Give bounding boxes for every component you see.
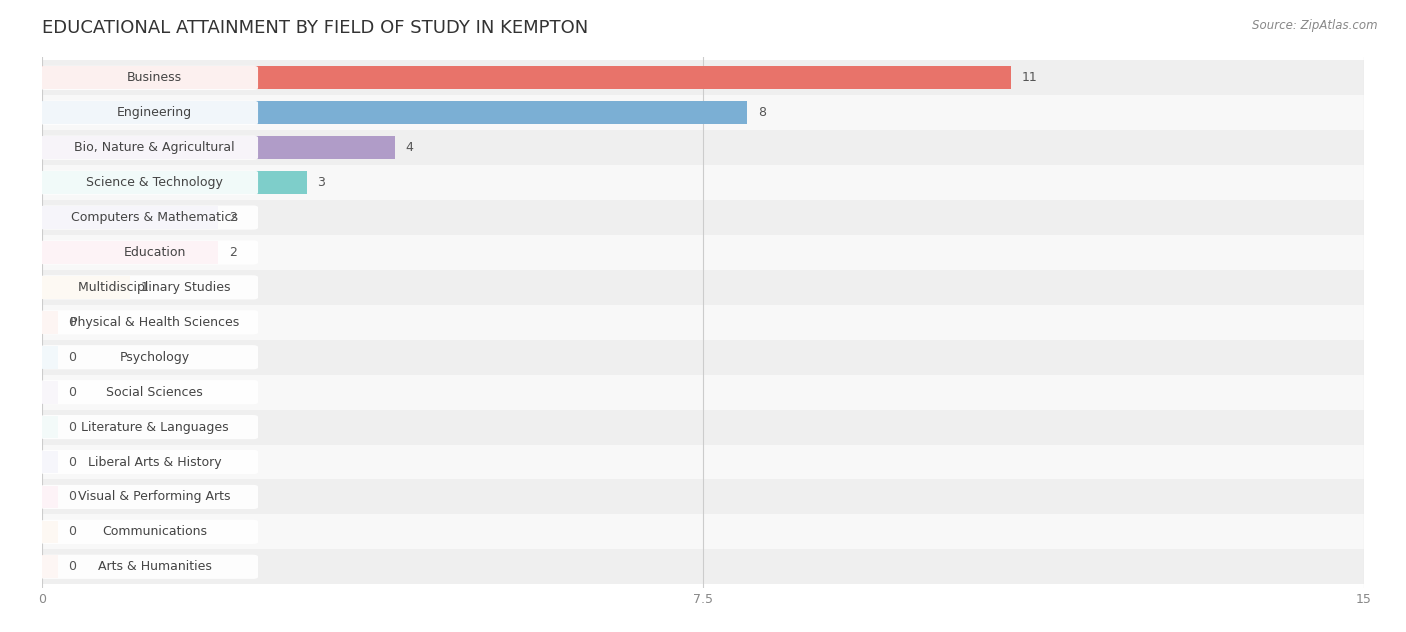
FancyBboxPatch shape [41,555,259,579]
Bar [42,130,1364,165]
Text: 4: 4 [405,141,413,154]
Bar [42,485,58,508]
Bar [42,270,1364,305]
FancyBboxPatch shape [41,205,259,229]
Text: Physical & Health Sciences: Physical & Health Sciences [70,316,239,329]
Bar [42,451,58,473]
Text: Business: Business [127,71,183,84]
Bar [42,305,1364,340]
FancyBboxPatch shape [41,240,259,265]
Text: 1: 1 [141,281,149,294]
Text: Computers & Mathematics: Computers & Mathematics [72,211,238,224]
Bar [42,165,1364,200]
FancyBboxPatch shape [41,171,259,195]
Text: Science & Technology: Science & Technology [86,176,224,189]
Bar [42,556,58,578]
Text: 3: 3 [318,176,325,189]
Bar [42,200,1364,235]
Bar [42,66,1011,89]
Bar [42,549,1364,584]
Text: Source: ZipAtlas.com: Source: ZipAtlas.com [1253,19,1378,32]
Bar [42,241,218,264]
Bar [42,416,58,439]
FancyBboxPatch shape [41,276,259,300]
Text: Psychology: Psychology [120,351,190,364]
Bar [42,410,1364,444]
Text: 0: 0 [69,351,76,364]
Text: 2: 2 [229,246,236,259]
FancyBboxPatch shape [41,380,259,404]
FancyBboxPatch shape [41,310,259,334]
FancyBboxPatch shape [41,66,259,90]
Bar [42,171,307,194]
Bar [42,95,1364,130]
Text: Communications: Communications [103,525,207,538]
Text: Literature & Languages: Literature & Languages [80,421,228,434]
Text: Arts & Humanities: Arts & Humanities [97,561,211,573]
Text: Bio, Nature & Agricultural: Bio, Nature & Agricultural [75,141,235,154]
Text: 0: 0 [69,525,76,538]
Bar [42,101,747,124]
Text: 0: 0 [69,456,76,468]
FancyBboxPatch shape [41,485,259,509]
Text: 0: 0 [69,490,76,504]
Bar [42,346,58,368]
Bar [42,235,1364,270]
FancyBboxPatch shape [41,136,259,160]
Text: Visual & Performing Arts: Visual & Performing Arts [79,490,231,504]
Text: 0: 0 [69,421,76,434]
Bar [42,340,1364,375]
Bar [42,276,131,299]
Text: Liberal Arts & History: Liberal Arts & History [87,456,221,468]
Bar [42,514,1364,549]
Text: Multidisciplinary Studies: Multidisciplinary Studies [79,281,231,294]
Text: 2: 2 [229,211,236,224]
Text: Social Sciences: Social Sciences [105,386,202,399]
Bar [42,137,395,159]
FancyBboxPatch shape [41,415,259,439]
Bar [42,444,1364,480]
FancyBboxPatch shape [41,100,259,125]
FancyBboxPatch shape [41,450,259,474]
Bar [42,311,58,334]
Text: 0: 0 [69,386,76,399]
Bar [42,480,1364,514]
FancyBboxPatch shape [41,345,259,369]
Bar [42,381,58,403]
Text: 0: 0 [69,316,76,329]
Bar [42,521,58,544]
Text: 8: 8 [758,106,766,119]
Text: Engineering: Engineering [117,106,193,119]
Text: Education: Education [124,246,186,259]
Text: 11: 11 [1022,71,1038,84]
Text: 0: 0 [69,561,76,573]
Bar [42,375,1364,410]
Text: EDUCATIONAL ATTAINMENT BY FIELD OF STUDY IN KEMPTON: EDUCATIONAL ATTAINMENT BY FIELD OF STUDY… [42,19,589,37]
Bar [42,61,1364,95]
Bar [42,206,218,229]
FancyBboxPatch shape [41,520,259,544]
